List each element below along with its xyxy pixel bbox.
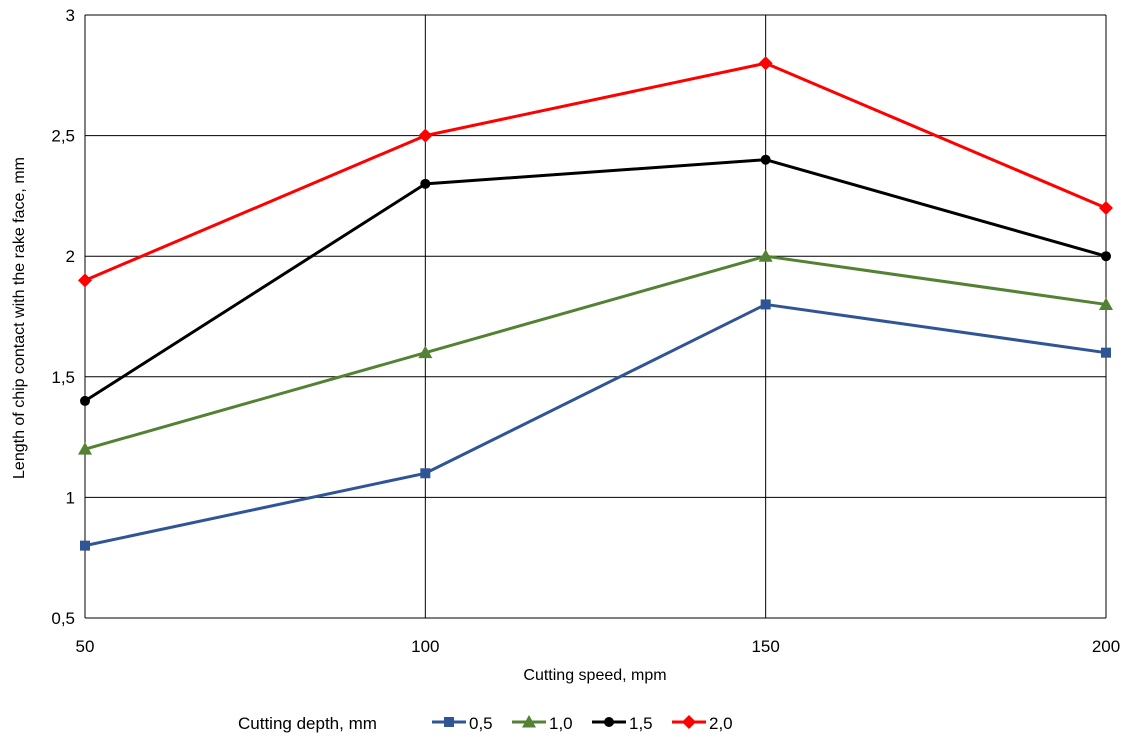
x-tick-label: 50 [76, 637, 95, 656]
legend-label: 1,0 [549, 714, 573, 733]
series-1-0 [78, 249, 1113, 455]
data-point [418, 345, 433, 359]
y-tick-label: 0,5 [51, 609, 75, 628]
data-point [1099, 200, 1113, 215]
data-point [758, 56, 773, 71]
legend-marker [604, 717, 614, 727]
data-point [420, 468, 431, 479]
x-tick-label: 200 [1092, 637, 1120, 656]
legend-marker [444, 717, 454, 727]
series-0-5 [80, 299, 1111, 551]
data-point [760, 299, 771, 310]
data-point [1099, 297, 1113, 310]
data-point [80, 540, 90, 551]
data-point [760, 154, 771, 165]
legend-item: 1,5 [592, 714, 653, 733]
y-tick-label: 3 [66, 6, 75, 25]
legend-item: 1,0 [512, 714, 573, 733]
series-2-0 [78, 56, 1113, 288]
data-point [418, 128, 433, 143]
data-point [758, 249, 773, 262]
y-tick-label: 2 [66, 247, 75, 266]
series-line [84, 61, 1107, 282]
legend: Cutting depth, mm 0,5 1,0 1,5 2,0 [238, 714, 733, 733]
legend-title: Cutting depth, mm [238, 714, 377, 733]
data-point [420, 178, 431, 189]
legend-marker [682, 715, 696, 729]
x-axis: 50 100 150 200 [76, 637, 1121, 656]
data-point [80, 395, 90, 406]
legend-item: 2,0 [672, 714, 733, 733]
y-tick-label: 1,5 [51, 368, 75, 387]
x-tick-label: 100 [411, 637, 439, 656]
series-layer [78, 56, 1113, 551]
data-point [1101, 251, 1111, 262]
grid [84, 14, 1107, 619]
y-tick-label: 1 [66, 488, 75, 507]
x-axis-title: Cutting speed, mpm [523, 667, 666, 684]
legend-label: 2,0 [709, 714, 733, 733]
series-line [84, 254, 1107, 451]
series-1-5 [80, 154, 1111, 406]
legend-label: 1,5 [629, 714, 653, 733]
data-point [78, 273, 92, 288]
legend-marker [522, 715, 536, 728]
y-axis-title: Length of chip contact with the rake fac… [11, 157, 28, 479]
series-line [84, 158, 1107, 403]
y-tick-label: 2,5 [51, 127, 75, 146]
legend-label: 0,5 [469, 714, 493, 733]
x-tick-label: 150 [751, 637, 779, 656]
legend-item: 0,5 [432, 714, 493, 733]
data-point [1101, 347, 1111, 358]
y-axis: 0,5 1 1,5 2 2,5 3 [51, 6, 75, 628]
series-line [84, 302, 1107, 548]
data-point [78, 442, 92, 455]
